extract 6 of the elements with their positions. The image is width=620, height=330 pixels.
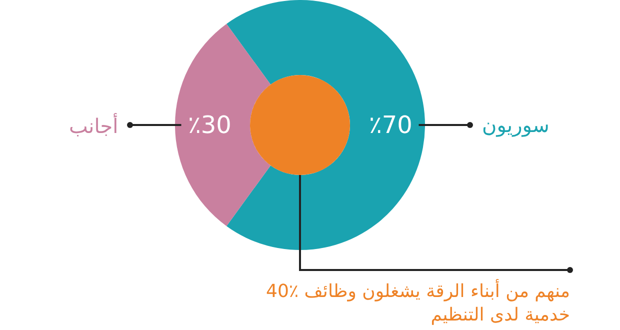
data-label: ٪30	[188, 111, 232, 139]
data-label: ٪70	[369, 111, 412, 139]
donut-slice	[175, 24, 271, 226]
slice-label: سوريون	[482, 113, 550, 137]
text: 40٪ منهم من أبناء الرقة يشغلون وظائف خدمية لدى التنظيم	[266, 279, 570, 326]
slice-label: أجانب	[69, 113, 118, 138]
